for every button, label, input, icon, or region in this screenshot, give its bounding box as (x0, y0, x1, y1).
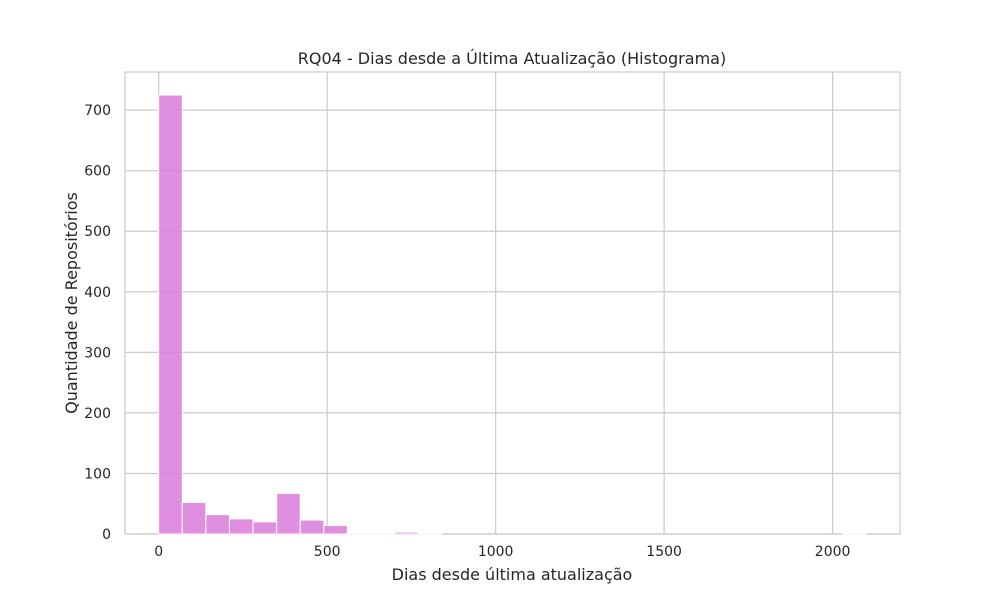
x-tick-label: 0 (154, 544, 163, 560)
histogram-bar (181, 502, 207, 535)
histogram-bar (370, 532, 396, 535)
y-tick-label: 500 (84, 224, 111, 240)
y-tick-label: 0 (102, 527, 111, 543)
histogram-bar (842, 532, 867, 535)
histogram-bar (276, 492, 301, 535)
y-axis-label: Quantidade de Repositórios (62, 192, 81, 414)
histogram-bar (252, 521, 278, 535)
y-tick-label: 600 (84, 164, 111, 180)
histogram-bar (417, 532, 443, 535)
y-tick-label: 200 (84, 406, 111, 422)
histogram-bar (228, 518, 254, 535)
histogram-bar (205, 514, 230, 535)
x-tick-label: 2000 (815, 544, 851, 560)
histogram-bar (299, 519, 325, 535)
x-tick-label: 500 (314, 544, 341, 560)
chart-title: RQ04 - Dias desde a Última Atualização (… (298, 49, 726, 68)
grid-lines (125, 72, 900, 535)
y-tick-label: 100 (84, 466, 111, 482)
y-tick-label: 700 (84, 103, 111, 119)
x-axis-label: Dias desde última atualização (392, 565, 633, 584)
histogram-bars (158, 94, 867, 535)
y-tick-label: 300 (84, 345, 111, 361)
histogram-bar (346, 532, 372, 535)
y-axis-ticks: 0 100 200 300 400 500 600 700 (84, 103, 111, 543)
y-tick-label: 400 (84, 285, 111, 301)
histogram-bar (394, 531, 419, 535)
x-axis-ticks: 0 500 1000 1500 2000 (154, 544, 850, 560)
x-tick-label: 1500 (646, 544, 682, 560)
x-tick-label: 1000 (478, 544, 514, 560)
histogram-bar (323, 525, 348, 535)
plot-area-frame (124, 71, 901, 535)
histogram-bar (158, 94, 183, 535)
